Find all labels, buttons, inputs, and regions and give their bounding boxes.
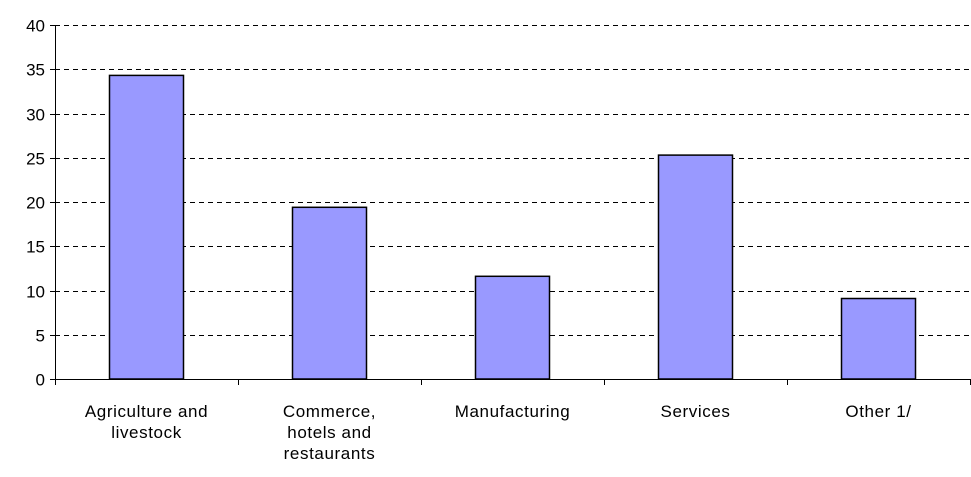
y-tick-label: 0 (36, 371, 45, 390)
x-category-label-line: livestock (111, 423, 182, 442)
x-category-label-line: Manufacturing (455, 402, 571, 421)
y-tick-label: 10 (26, 283, 45, 302)
x-category-label: Manufacturing (455, 402, 571, 421)
x-category-label-line: Other 1/ (845, 402, 911, 421)
y-tick-label: 35 (26, 61, 45, 80)
y-tick-label: 5 (36, 327, 45, 346)
y-tick-label: 15 (26, 238, 45, 257)
y-tick-label: 30 (26, 106, 45, 125)
x-category-label: Agriculture and livestock (85, 402, 208, 442)
x-category-label: Commerce, hotels and restaurants (283, 402, 376, 463)
x-category-label-line: restaurants (284, 444, 376, 463)
y-axis-tick-labels: 0 5 10 15 20 25 30 35 40 (26, 17, 45, 390)
y-tick-label: 25 (26, 150, 45, 169)
x-category-label-line: Services (661, 402, 731, 421)
bar (108, 74, 185, 380)
x-category-label-line: hotels and (287, 423, 371, 442)
x-category-label-line: Commerce, (283, 402, 376, 421)
x-category-label-line: Agriculture and (85, 402, 208, 421)
bar (474, 275, 551, 380)
bar (657, 154, 734, 380)
bar (840, 297, 917, 380)
y-tick-label: 40 (26, 17, 45, 36)
bars (108, 74, 917, 380)
axes (50, 25, 971, 385)
x-category-label: Other 1/ (845, 402, 911, 421)
x-category-label: Services (661, 402, 731, 421)
y-tick-label: 20 (26, 194, 45, 213)
bar (291, 206, 368, 380)
x-axis-category-labels: Agriculture and livestock Commerce, hotels … (85, 402, 911, 463)
